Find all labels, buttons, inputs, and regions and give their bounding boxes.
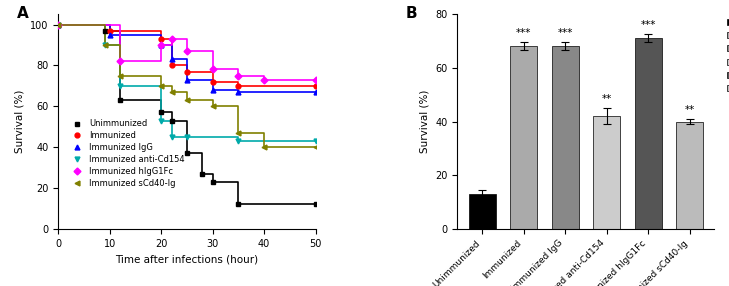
Text: B: B (405, 6, 417, 21)
Unimmunized (167, 119, 176, 122)
Immunized hIgG1Fc (260, 78, 268, 82)
Immunized (167, 64, 176, 67)
Legend: Unimmunized, Immunized, Immunized IgG, Immunized anti-Cd154, Immunized hIgG1Fc, : Unimmunized, Immunized, Immunized IgG, I… (65, 116, 188, 191)
Immunized IgG (167, 57, 176, 61)
Immunized anti-Cd154 (234, 139, 243, 143)
Immunized anti-Cd154 (167, 135, 176, 139)
Immunized (234, 84, 243, 88)
Immunized sCd40-Ig (101, 43, 109, 47)
Unimmunized (311, 202, 320, 206)
Immunized (54, 23, 63, 26)
Unimmunized (101, 29, 109, 32)
Text: ***: *** (558, 28, 573, 38)
Bar (676, 122, 703, 229)
Bar (510, 46, 537, 229)
Immunized sCd40-Ig (157, 84, 165, 88)
Immunized sCd40-Ig (116, 74, 125, 77)
Immunized IgG (208, 88, 217, 92)
Immunized hIgG1Fc (311, 78, 320, 82)
Text: ***: *** (516, 28, 531, 38)
Unimmunized (116, 98, 125, 102)
Text: ***: *** (640, 20, 655, 30)
Immunized (106, 29, 114, 32)
X-axis label: Time after infections (hour): Time after infections (hour) (115, 254, 259, 264)
Unimmunized (157, 111, 165, 114)
Immunized IgG (234, 90, 243, 94)
Immunized IgG (106, 33, 114, 36)
Y-axis label: Survival (%): Survival (%) (15, 90, 25, 153)
Immunized sCd40-Ig (182, 98, 191, 102)
Immunized sCd40-Ig (260, 145, 268, 149)
Immunized (157, 37, 165, 41)
Immunized sCd40-Ig (208, 104, 217, 108)
Immunized hIgG1Fc (234, 74, 243, 77)
Line: Immunized sCd40-Ig: Immunized sCd40-Ig (56, 22, 318, 150)
Bar (469, 194, 496, 229)
Immunized anti-Cd154 (157, 119, 165, 122)
Immunized sCd40-Ig (54, 23, 63, 26)
Text: **: ** (601, 94, 612, 104)
Immunized anti-Cd154 (116, 84, 125, 88)
Immunized anti-Cd154 (311, 139, 320, 143)
Immunized hIgG1Fc (54, 23, 63, 26)
Unimmunized (198, 172, 207, 175)
Legend: Unimmunized, Immunized, Immunized IgG, Immunized anti-Cd154, Immunized hIgG1Fc, : Unimmunized, Immunized, Immunized IgG, I… (724, 14, 729, 97)
Immunized IgG (157, 43, 165, 47)
Immunized anti-Cd154 (182, 135, 191, 139)
Line: Immunized IgG: Immunized IgG (56, 22, 318, 94)
Line: Unimmunized: Unimmunized (56, 22, 318, 207)
Immunized IgG (311, 90, 320, 94)
Immunized hIgG1Fc (157, 43, 165, 47)
Immunized IgG (182, 78, 191, 82)
Immunized anti-Cd154 (54, 23, 63, 26)
Immunized hIgG1Fc (116, 59, 125, 63)
Bar (593, 116, 620, 229)
Unimmunized (182, 152, 191, 155)
Immunized anti-Cd154 (101, 43, 109, 47)
Immunized hIgG1Fc (182, 49, 191, 53)
Immunized sCd40-Ig (234, 131, 243, 134)
Unimmunized (208, 180, 217, 184)
Text: **: ** (685, 105, 695, 115)
Line: Immunized: Immunized (56, 22, 318, 88)
Immunized (311, 84, 320, 88)
Immunized (208, 80, 217, 84)
Immunized IgG (54, 23, 63, 26)
Bar (552, 46, 579, 229)
Immunized sCd40-Ig (167, 90, 176, 94)
Line: Immunized hIgG1Fc: Immunized hIgG1Fc (56, 22, 318, 82)
Immunized hIgG1Fc (208, 68, 217, 71)
Unimmunized (54, 23, 63, 26)
Y-axis label: Survival (%): Survival (%) (419, 90, 429, 153)
Text: A: A (17, 6, 29, 21)
Unimmunized (234, 202, 243, 206)
Immunized (182, 70, 191, 73)
Bar (634, 38, 661, 229)
Immunized hIgG1Fc (167, 37, 176, 41)
Line: Immunized anti-Cd154: Immunized anti-Cd154 (56, 22, 318, 143)
Immunized sCd40-Ig (311, 145, 320, 149)
